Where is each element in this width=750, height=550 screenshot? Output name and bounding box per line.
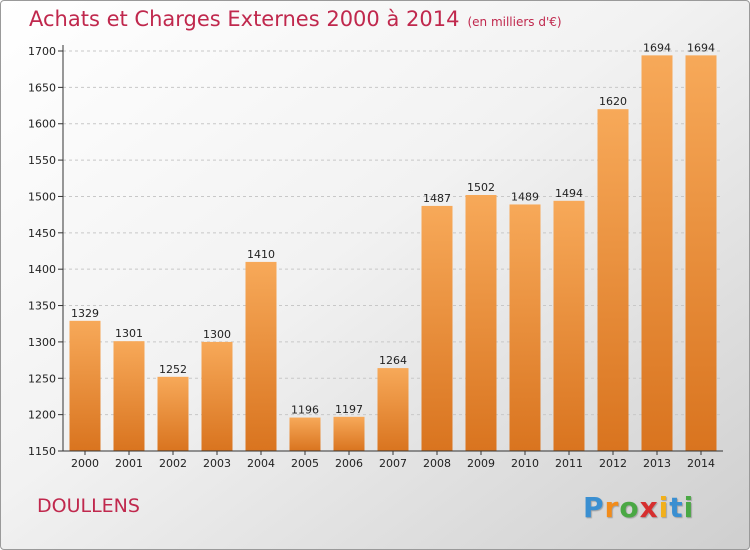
x-tick-label: 2014 (687, 457, 715, 470)
bars: 1329 1301 1252 1300 1410 1196 1197 1264 1487 1502… (69, 41, 717, 451)
bar-2004 (245, 261, 277, 451)
x-axis: 2000 2001 2002 2003 2004 2005 2006 2007 2008 2009… (63, 450, 723, 470)
value-label: 1489 (511, 190, 539, 203)
city-name: DOULLENS (37, 495, 140, 517)
logo-letter: o (619, 491, 640, 524)
value-label: 1264 (379, 354, 407, 367)
chart-title: Achats et Charges Externes 2000 à 2014 (e… (29, 7, 562, 31)
bar-2013 (641, 55, 673, 451)
bar-2008 (421, 205, 453, 451)
y-tick-label: 1550 (28, 154, 56, 167)
x-tick-label: 2000 (71, 457, 99, 470)
bar-2009 (465, 195, 497, 451)
logo-letter: i (683, 491, 695, 524)
bar-2007 (377, 368, 409, 451)
value-label: 1252 (159, 363, 187, 376)
value-label: 1196 (291, 404, 319, 417)
value-label: 1301 (115, 327, 143, 340)
x-tick-label: 2003 (203, 457, 231, 470)
value-label: 1197 (335, 403, 363, 416)
value-label: 1694 (643, 41, 671, 54)
value-label: 1300 (203, 328, 231, 341)
value-label: 1487 (423, 192, 451, 205)
chart-subtitle: (en milliers d'€) (467, 15, 562, 29)
bar-2014 (685, 55, 717, 451)
x-tick-label: 2008 (423, 457, 451, 470)
value-label: 1620 (599, 95, 627, 108)
bar-2005 (289, 417, 321, 451)
logo-letter: t (669, 491, 684, 524)
y-tick-label: 1700 (28, 45, 56, 58)
value-label: 1502 (467, 181, 495, 194)
logo-letter: P (583, 491, 605, 524)
value-label: 1410 (247, 248, 275, 261)
logo-letter: r (604, 491, 620, 524)
bar-2000 (69, 320, 101, 451)
bar-2001 (113, 341, 145, 451)
chart-title-text: Achats et Charges Externes 2000 à 2014 (29, 7, 460, 31)
x-tick-label: 2007 (379, 457, 407, 470)
x-tick-label: 2005 (291, 457, 319, 470)
y-tick-label: 1400 (28, 263, 56, 276)
x-tick-label: 2006 (335, 457, 363, 470)
x-tick-label: 2009 (467, 457, 495, 470)
y-tick-label: 1300 (28, 336, 56, 349)
bar-2003 (201, 341, 233, 451)
bar-2011 (553, 200, 585, 451)
y-tick-label: 1250 (28, 372, 56, 385)
y-tick-label: 1650 (28, 81, 56, 94)
bar-2002 (157, 376, 189, 451)
value-label: 1329 (71, 307, 99, 320)
y-tick-label: 1600 (28, 118, 56, 131)
bar-2006 (333, 416, 365, 451)
x-tick-label: 2002 (159, 457, 187, 470)
value-label: 1694 (687, 41, 715, 54)
value-label: 1494 (555, 187, 583, 200)
x-tick-label: 2004 (247, 457, 275, 470)
y-axis: 1150 1200 1250 1300 1350 1400 1450 1500 1550 1600… (28, 45, 64, 458)
x-tick-label: 2011 (555, 457, 583, 470)
y-tick-label: 1450 (28, 227, 56, 240)
bar-2012 (597, 109, 629, 451)
x-tick-label: 2012 (599, 457, 627, 470)
bar-2010 (509, 204, 541, 451)
x-tick-label: 2010 (511, 457, 539, 470)
y-tick-label: 1500 (28, 190, 56, 203)
y-tick-label: 1350 (28, 300, 56, 313)
y-tick-label: 1150 (28, 445, 56, 458)
x-tick-label: 2013 (643, 457, 671, 470)
logo-letter: i (658, 491, 670, 524)
logo-letter: x (639, 491, 659, 524)
proxiti-logo: Proxiti (583, 491, 694, 524)
x-tick-label: 2001 (115, 457, 143, 470)
y-tick-label: 1200 (28, 409, 56, 422)
